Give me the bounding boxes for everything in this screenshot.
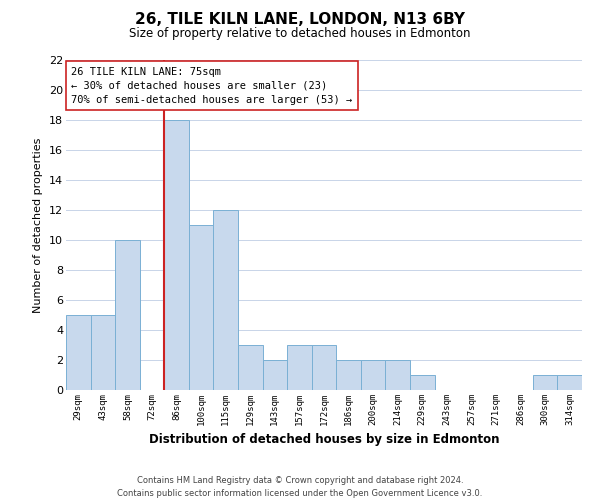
Bar (361, 360, 385, 390)
Bar (115, 240, 140, 390)
Text: 26 TILE KILN LANE: 75sqm
← 30% of detached houses are smaller (23)
70% of semi-d: 26 TILE KILN LANE: 75sqm ← 30% of detach… (71, 66, 352, 104)
Bar (385, 360, 410, 390)
Y-axis label: Number of detached properties: Number of detached properties (34, 138, 43, 312)
Bar (189, 225, 214, 390)
Bar (91, 315, 115, 390)
Bar (410, 375, 434, 390)
Text: Contains HM Land Registry data © Crown copyright and database right 2024.
Contai: Contains HM Land Registry data © Crown c… (118, 476, 482, 498)
Bar (287, 345, 312, 390)
Bar (557, 375, 582, 390)
Bar (214, 210, 238, 390)
Bar (533, 375, 557, 390)
Bar (238, 345, 263, 390)
Text: 26, TILE KILN LANE, LONDON, N13 6BY: 26, TILE KILN LANE, LONDON, N13 6BY (135, 12, 465, 28)
Bar (66, 315, 91, 390)
Bar (312, 345, 336, 390)
Bar (336, 360, 361, 390)
Bar (164, 120, 189, 390)
Text: Size of property relative to detached houses in Edmonton: Size of property relative to detached ho… (129, 28, 471, 40)
Bar (263, 360, 287, 390)
X-axis label: Distribution of detached houses by size in Edmonton: Distribution of detached houses by size … (149, 434, 499, 446)
